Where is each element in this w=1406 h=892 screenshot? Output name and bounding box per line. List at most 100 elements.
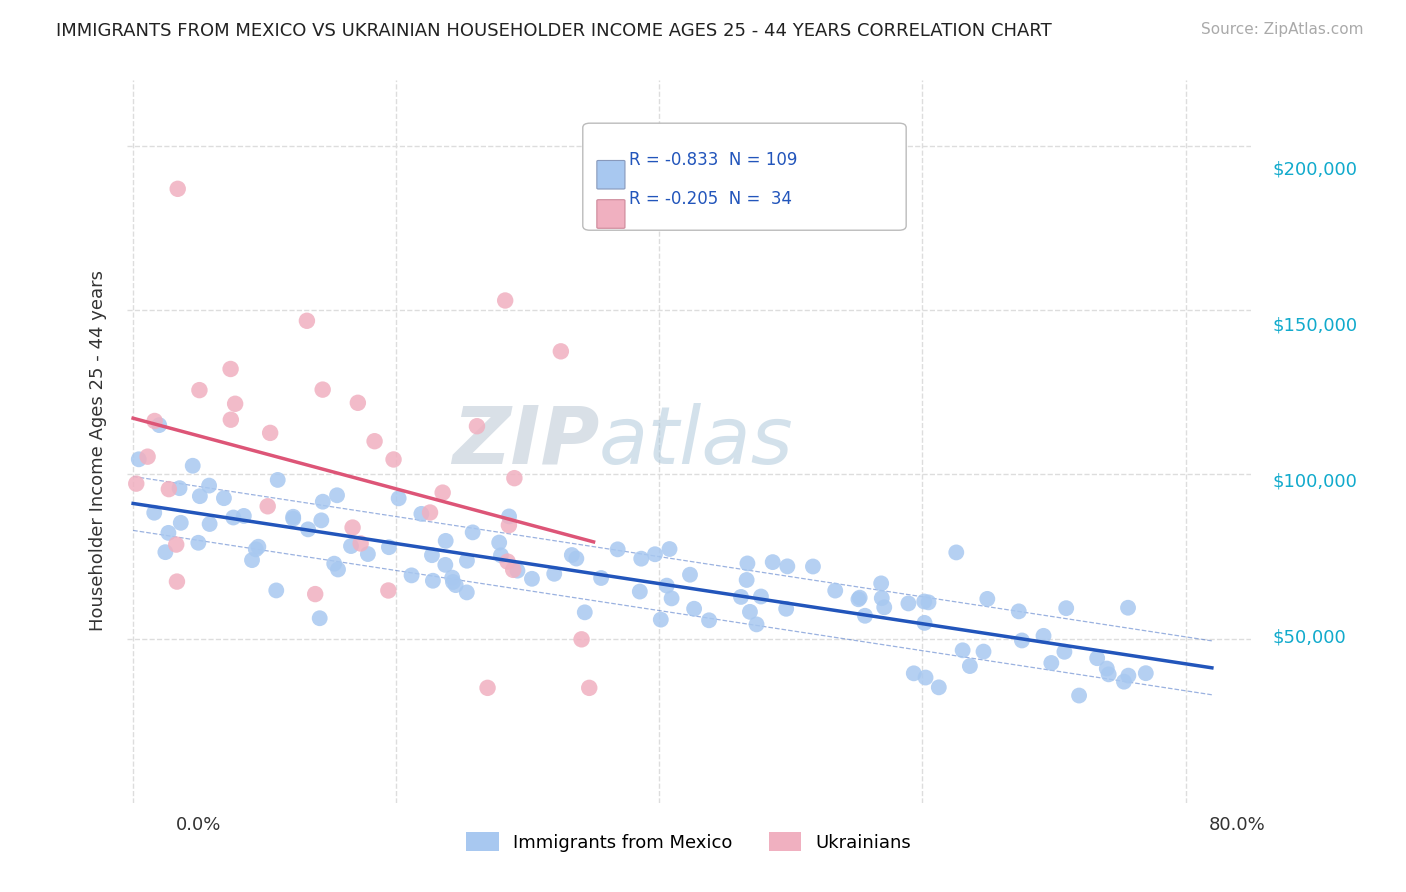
Point [363,434,385,449]
Point [382,452,405,467]
Point [245,542,267,557]
Point [1098,667,1121,681]
Point [973,644,995,658]
Point [914,615,936,630]
Point [259,425,281,440]
Point [312,494,335,508]
Point [434,533,457,548]
Point [488,535,510,549]
Point [148,418,170,433]
Point [730,590,752,604]
Point [441,574,464,589]
Point [1067,689,1090,703]
Point [219,362,242,376]
Point [1032,629,1054,643]
Point [219,413,242,427]
Point [224,397,246,411]
Text: R = -0.833  N = 109: R = -0.833 N = 109 [630,151,797,169]
Point [870,576,893,591]
Point [848,592,870,607]
Point [342,520,364,534]
Legend: Immigrants from Mexico, Ukrainians: Immigrants from Mexico, Ukrainians [460,824,918,859]
Text: $200,000: $200,000 [1272,161,1357,178]
Point [873,600,896,615]
Point [959,659,981,673]
Point [170,516,193,530]
Point [697,613,720,627]
Point [762,555,785,569]
Point [166,182,188,196]
Point [655,579,678,593]
Point [212,491,235,506]
Point [630,551,652,566]
Point [456,554,478,568]
Point [1053,645,1076,659]
Point [232,508,254,523]
Text: atlas: atlas [599,402,794,481]
Point [745,617,768,632]
Point [903,666,925,681]
Point [1095,661,1118,675]
Point [591,571,613,585]
Point [1118,668,1140,682]
Point [853,608,876,623]
Point [461,525,484,540]
Point [561,548,583,562]
Point [952,643,974,657]
Text: 80.0%: 80.0% [1209,816,1265,834]
Point [506,564,529,578]
Point [1008,604,1031,618]
Point [550,344,572,359]
Point [650,613,672,627]
Point [283,511,305,525]
Point [432,485,454,500]
Point [917,595,939,609]
Point [683,601,706,615]
Point [165,538,187,552]
Point [198,478,221,492]
Point [477,681,499,695]
Point [1085,651,1108,665]
Point [401,568,423,582]
Point [1040,656,1063,670]
Point [188,383,211,397]
Point [928,681,950,695]
Point [347,396,370,410]
Point [267,473,290,487]
Point [465,419,488,434]
Point [311,383,333,397]
Point [945,545,967,559]
Point [498,509,520,524]
Point [897,596,920,610]
Point [571,632,593,647]
Point [283,509,305,524]
Point [297,522,319,536]
Point [444,578,467,592]
Point [304,587,326,601]
Point [912,594,935,608]
Point [323,557,346,571]
Point [125,476,148,491]
Point [738,605,761,619]
Point [169,481,191,495]
Point [1112,674,1135,689]
Point [295,314,318,328]
Point [578,681,600,695]
Point [496,555,519,569]
Point [679,567,702,582]
Point [166,574,188,589]
Point [735,573,758,587]
Point [914,671,936,685]
Point [388,491,411,506]
Point [350,536,373,550]
Point [419,506,441,520]
Point [1135,666,1157,681]
Point [187,535,209,549]
Text: Source: ZipAtlas.com: Source: ZipAtlas.com [1201,22,1364,37]
Point [644,547,666,561]
Text: Householder Income Ages 25 - 44 years: Householder Income Ages 25 - 44 years [90,270,107,631]
Point [565,551,588,566]
Point [661,591,683,606]
Text: $50,000: $50,000 [1272,629,1346,647]
Text: ZIP: ZIP [451,402,599,481]
